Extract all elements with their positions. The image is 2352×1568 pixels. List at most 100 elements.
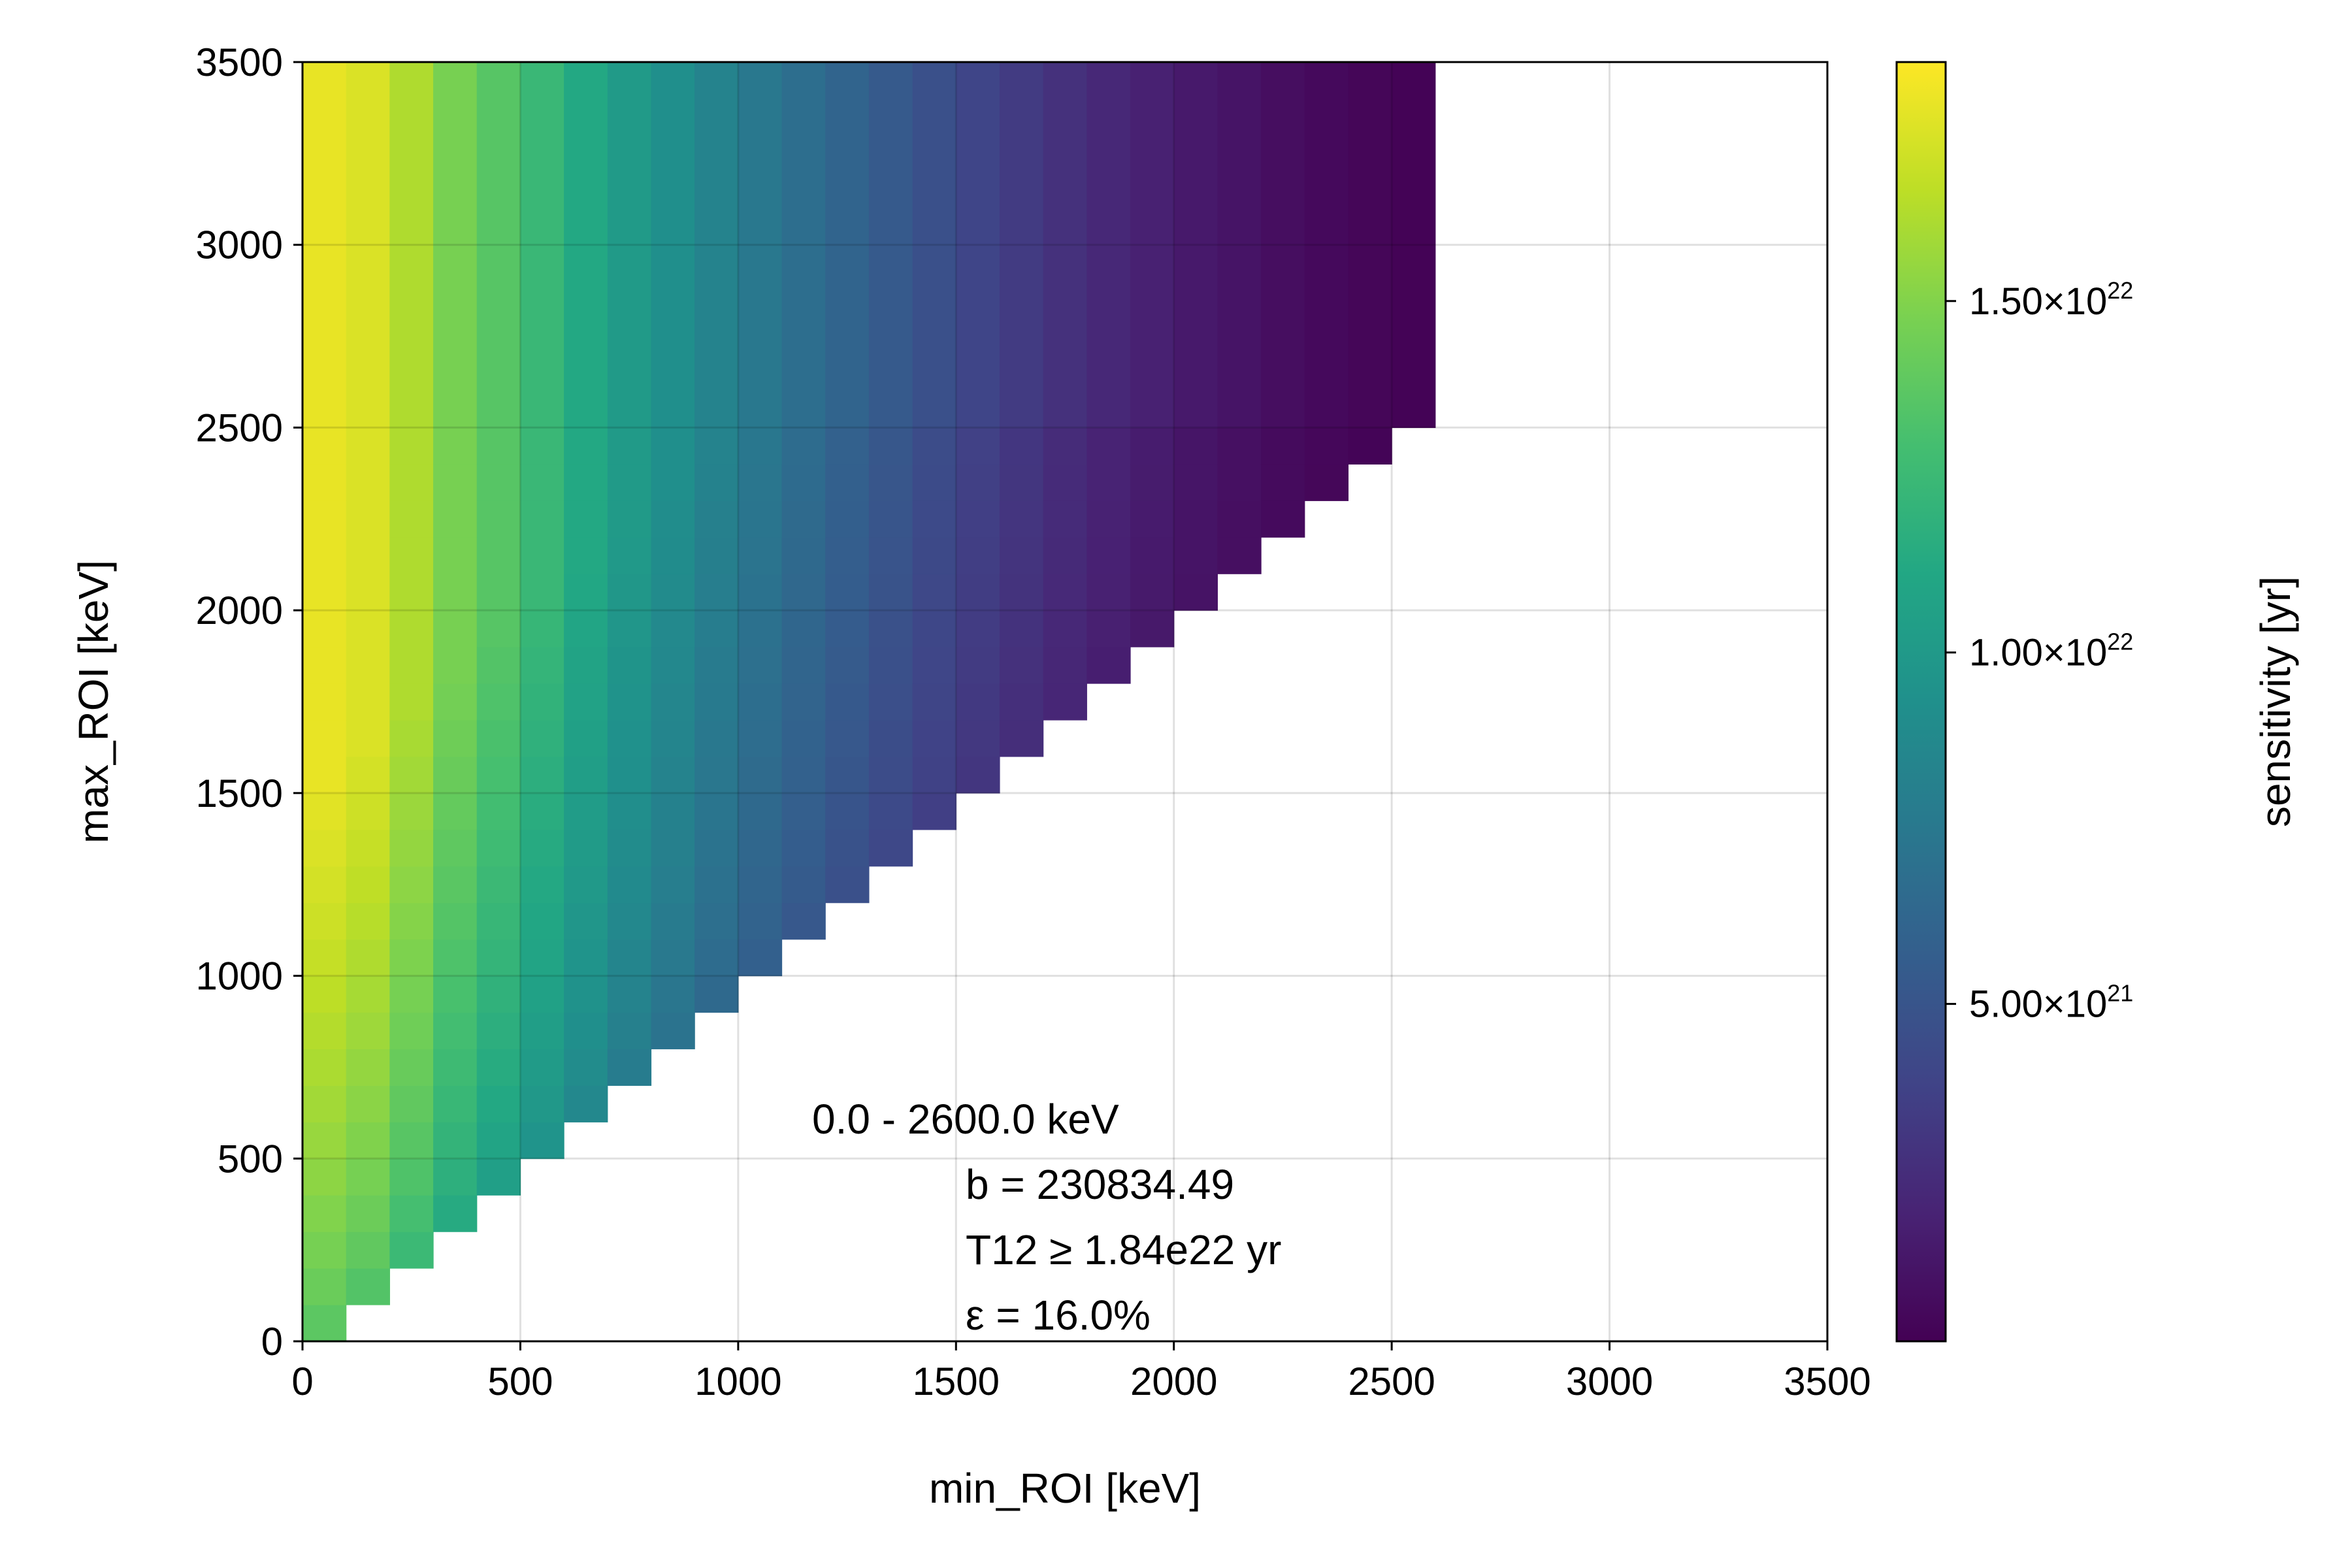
heatmap-cell (302, 756, 347, 794)
heatmap-cell (433, 829, 478, 867)
heatmap-cell (781, 62, 826, 429)
heatmap-cell (738, 829, 783, 867)
heatmap-cell (564, 574, 608, 611)
heatmap-cell (868, 537, 913, 574)
heatmap-cell (476, 1085, 521, 1122)
x-axis-label: min_ROI [keV] (929, 1465, 1201, 1512)
heatmap-cell (1043, 537, 1087, 574)
heatmap-cell (1304, 427, 1349, 465)
heatmap-cell (476, 683, 521, 721)
heatmap-cell (999, 574, 1044, 611)
heatmap-cell (302, 1122, 347, 1159)
heatmap-cell (433, 464, 478, 501)
heatmap-cell (433, 902, 478, 940)
heatmap-cell (1086, 537, 1131, 574)
heatmap-cell (1043, 464, 1087, 501)
heatmap-cell (520, 62, 564, 429)
heatmap-cell (389, 1232, 434, 1269)
heatmap-cell (564, 1085, 608, 1122)
heatmap-cell (1043, 500, 1087, 538)
heatmap-cell (302, 62, 347, 429)
heatmap-cell (956, 574, 1000, 611)
heatmap-cell (825, 610, 870, 647)
heatmap-cell (1086, 464, 1131, 501)
heatmap-cell (694, 866, 739, 904)
annotation-background: b = 230834.49 (966, 1161, 1234, 1208)
heatmap-cell (302, 902, 347, 940)
heatmap-cell (346, 939, 390, 977)
heatmap-cell (564, 537, 608, 574)
heatmap-cell (868, 464, 913, 501)
heatmap-cell (1173, 500, 1218, 538)
heatmap-cell (1173, 537, 1218, 574)
heatmap-cell (433, 792, 478, 830)
heatmap-cell (1043, 574, 1087, 611)
heatmap-cell (520, 792, 564, 830)
heatmap-cell (389, 1012, 434, 1050)
heatmap-cell (1217, 62, 1262, 429)
heatmap-cell (738, 866, 783, 904)
heatmap-cell (1130, 500, 1175, 538)
heatmap-cell (1173, 464, 1218, 501)
heatmap-cell (607, 62, 652, 429)
heatmap-cell (607, 500, 652, 538)
heatmap-cell (956, 610, 1000, 647)
heatmap-cell (302, 427, 347, 465)
heatmap-cell (825, 866, 870, 904)
heatmap-cell (520, 1085, 564, 1122)
heatmap-cell (564, 500, 608, 538)
heatmap-cell (433, 574, 478, 611)
heatmap-cell (1130, 62, 1175, 429)
heatmap-cell (433, 500, 478, 538)
heatmap-cell (868, 647, 913, 684)
heatmap-cell (607, 829, 652, 867)
y-tick-label: 3000 (196, 223, 283, 267)
heatmap-cell (956, 683, 1000, 721)
colorbar-label: sensitivity [yr] (2252, 576, 2299, 827)
heatmap-cell (868, 500, 913, 538)
heatmap-cell (781, 866, 826, 904)
heatmap-cell (433, 427, 478, 465)
heatmap-cell (999, 683, 1044, 721)
heatmap-cell (1261, 464, 1305, 501)
heatmap-cell (956, 719, 1000, 757)
heatmap-cell (1304, 62, 1349, 429)
heatmap-cell (520, 975, 564, 1013)
heatmap-cell (564, 756, 608, 794)
heatmap-cell (1043, 683, 1087, 721)
heatmap-cell (694, 537, 739, 574)
heatmap-cell (346, 829, 390, 867)
heatmap-cell (607, 756, 652, 794)
heatmap-cell (1173, 62, 1218, 429)
heatmap-cell (912, 719, 956, 757)
heatmap-cell (476, 647, 521, 684)
heatmap-cell (825, 647, 870, 684)
heatmap-cell (476, 574, 521, 611)
heatmap-cell (389, 939, 434, 977)
heatmap-cell (781, 610, 826, 647)
heatmap-cell (781, 902, 826, 940)
heatmap-cell (389, 829, 434, 867)
heatmap-cell (651, 756, 695, 794)
heatmap-cell (825, 756, 870, 794)
heatmap-cell (346, 683, 390, 721)
heatmap-cell (389, 574, 434, 611)
heatmap-cell (607, 647, 652, 684)
heatmap-cell (912, 683, 956, 721)
heatmap-cell (607, 464, 652, 501)
heatmap-cell (302, 792, 347, 830)
heatmap-cell (389, 610, 434, 647)
heatmap-cell (346, 1232, 390, 1269)
heatmap-cell (1043, 647, 1087, 684)
heatmap-cell (302, 829, 347, 867)
heatmap-cell (302, 647, 347, 684)
heatmap-cell (346, 537, 390, 574)
heatmap-cell (476, 537, 521, 574)
heatmap-cell (825, 464, 870, 501)
heatmap-cell (476, 719, 521, 757)
heatmap-cell (738, 683, 783, 721)
heatmap-cell (520, 1122, 564, 1159)
heatmap-cell (781, 500, 826, 538)
heatmap-cell (476, 610, 521, 647)
heatmap-cell (999, 500, 1044, 538)
